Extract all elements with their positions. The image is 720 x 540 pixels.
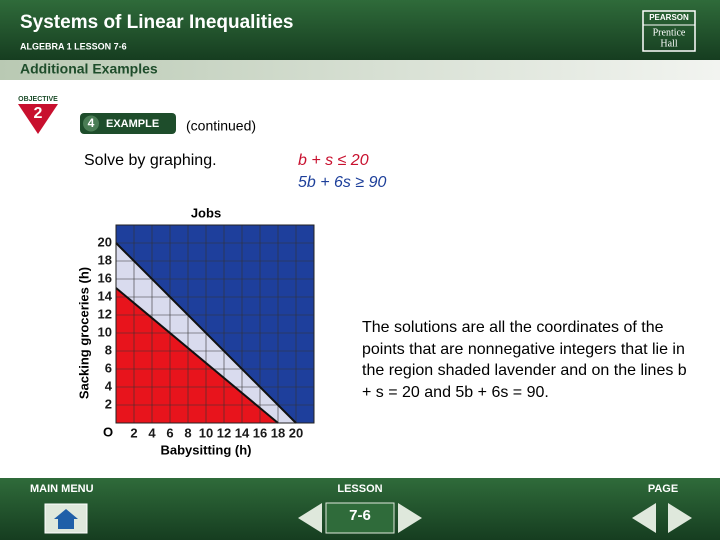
y-tick-label: 14 <box>98 288 113 303</box>
x-tick-label: 8 <box>184 425 191 440</box>
lesson-next[interactable] <box>398 503 422 533</box>
graph: 2 4 6 8 10 12 14 16 18 202468101214161820OJobsBab… <box>76 205 315 457</box>
title: Systems of Linear Inequalities <box>20 12 293 33</box>
x-tick-label: 16 <box>253 425 267 440</box>
y-tick-label: 4 <box>105 378 113 393</box>
y-tick-label: 2 <box>105 396 112 411</box>
graph-title: Jobs <box>191 205 221 220</box>
example-number: 4 <box>88 116 95 130</box>
plot-frame <box>115 224 315 424</box>
y-tick-label: 12 <box>98 306 112 321</box>
y-tick-label: 6 <box>105 360 112 375</box>
example-note: (continued) <box>186 118 256 134</box>
boundary-line <box>115 242 297 424</box>
lesson-prev[interactable] <box>298 503 322 533</box>
section-band <box>0 60 720 80</box>
objective-badge <box>18 104 58 134</box>
page-label: PAGE <box>648 483 678 495</box>
x-tick-label: 14 <box>235 425 250 440</box>
x-tick-label: 6 <box>166 425 173 440</box>
x-tick-label: 10 <box>199 425 213 440</box>
main-menu-label: MAIN MENU <box>30 483 94 495</box>
x-tick-label: 12 <box>217 425 231 440</box>
y-tick-label: 16 <box>98 270 112 285</box>
y-tick-label: 10 <box>98 324 112 339</box>
inequality: 5b + 6s ≥ 90 <box>298 174 387 191</box>
page-prev[interactable] <box>632 503 656 533</box>
lesson-label: LESSON <box>337 483 382 495</box>
x-tick-label: 4 <box>148 425 156 440</box>
lesson-number[interactable]: 7-6 <box>349 507 371 524</box>
y-tick-label: 20 <box>98 234 112 249</box>
x-tick-label: 2 <box>130 425 137 440</box>
example-tag <box>80 113 176 134</box>
example-label: EXAMPLE <box>106 118 159 130</box>
page-next[interactable] <box>668 503 692 533</box>
objective-number: 2 <box>34 105 43 122</box>
inequality: b + s ≤ 20 <box>298 152 369 169</box>
objective-label: OBJECTIVE <box>18 96 58 103</box>
boundary-line <box>115 287 279 424</box>
home-icon[interactable] <box>54 509 78 529</box>
prompt: Solve by graphing. <box>84 152 217 169</box>
section-title: Additional Examples <box>20 61 158 77</box>
y-tick-label: 8 <box>105 342 112 357</box>
logo-box <box>642 10 696 52</box>
subtitle: ALGEBRA 1 LESSON 7-6 <box>20 41 127 51</box>
logo-text: PEARSON <box>649 13 689 22</box>
lesson-button[interactable] <box>325 502 395 534</box>
y-tick-label: 18 <box>98 252 112 267</box>
logo-text: Prentice <box>653 27 686 38</box>
x-tick-label: 20 <box>289 425 303 440</box>
home-button[interactable] <box>44 503 88 534</box>
y-axis-label: Sacking groceries (h) <box>76 267 91 399</box>
example-circle <box>83 115 99 132</box>
explanation: The solutions are all the coordinates of… <box>362 319 687 401</box>
x-axis-label: Babysitting (h) <box>161 442 252 457</box>
region-above <box>116 225 314 423</box>
origin-label: O <box>103 424 113 439</box>
header-bar <box>0 0 720 60</box>
x-tick-label: 18 <box>271 425 285 440</box>
logo-text: Hall <box>660 38 677 49</box>
